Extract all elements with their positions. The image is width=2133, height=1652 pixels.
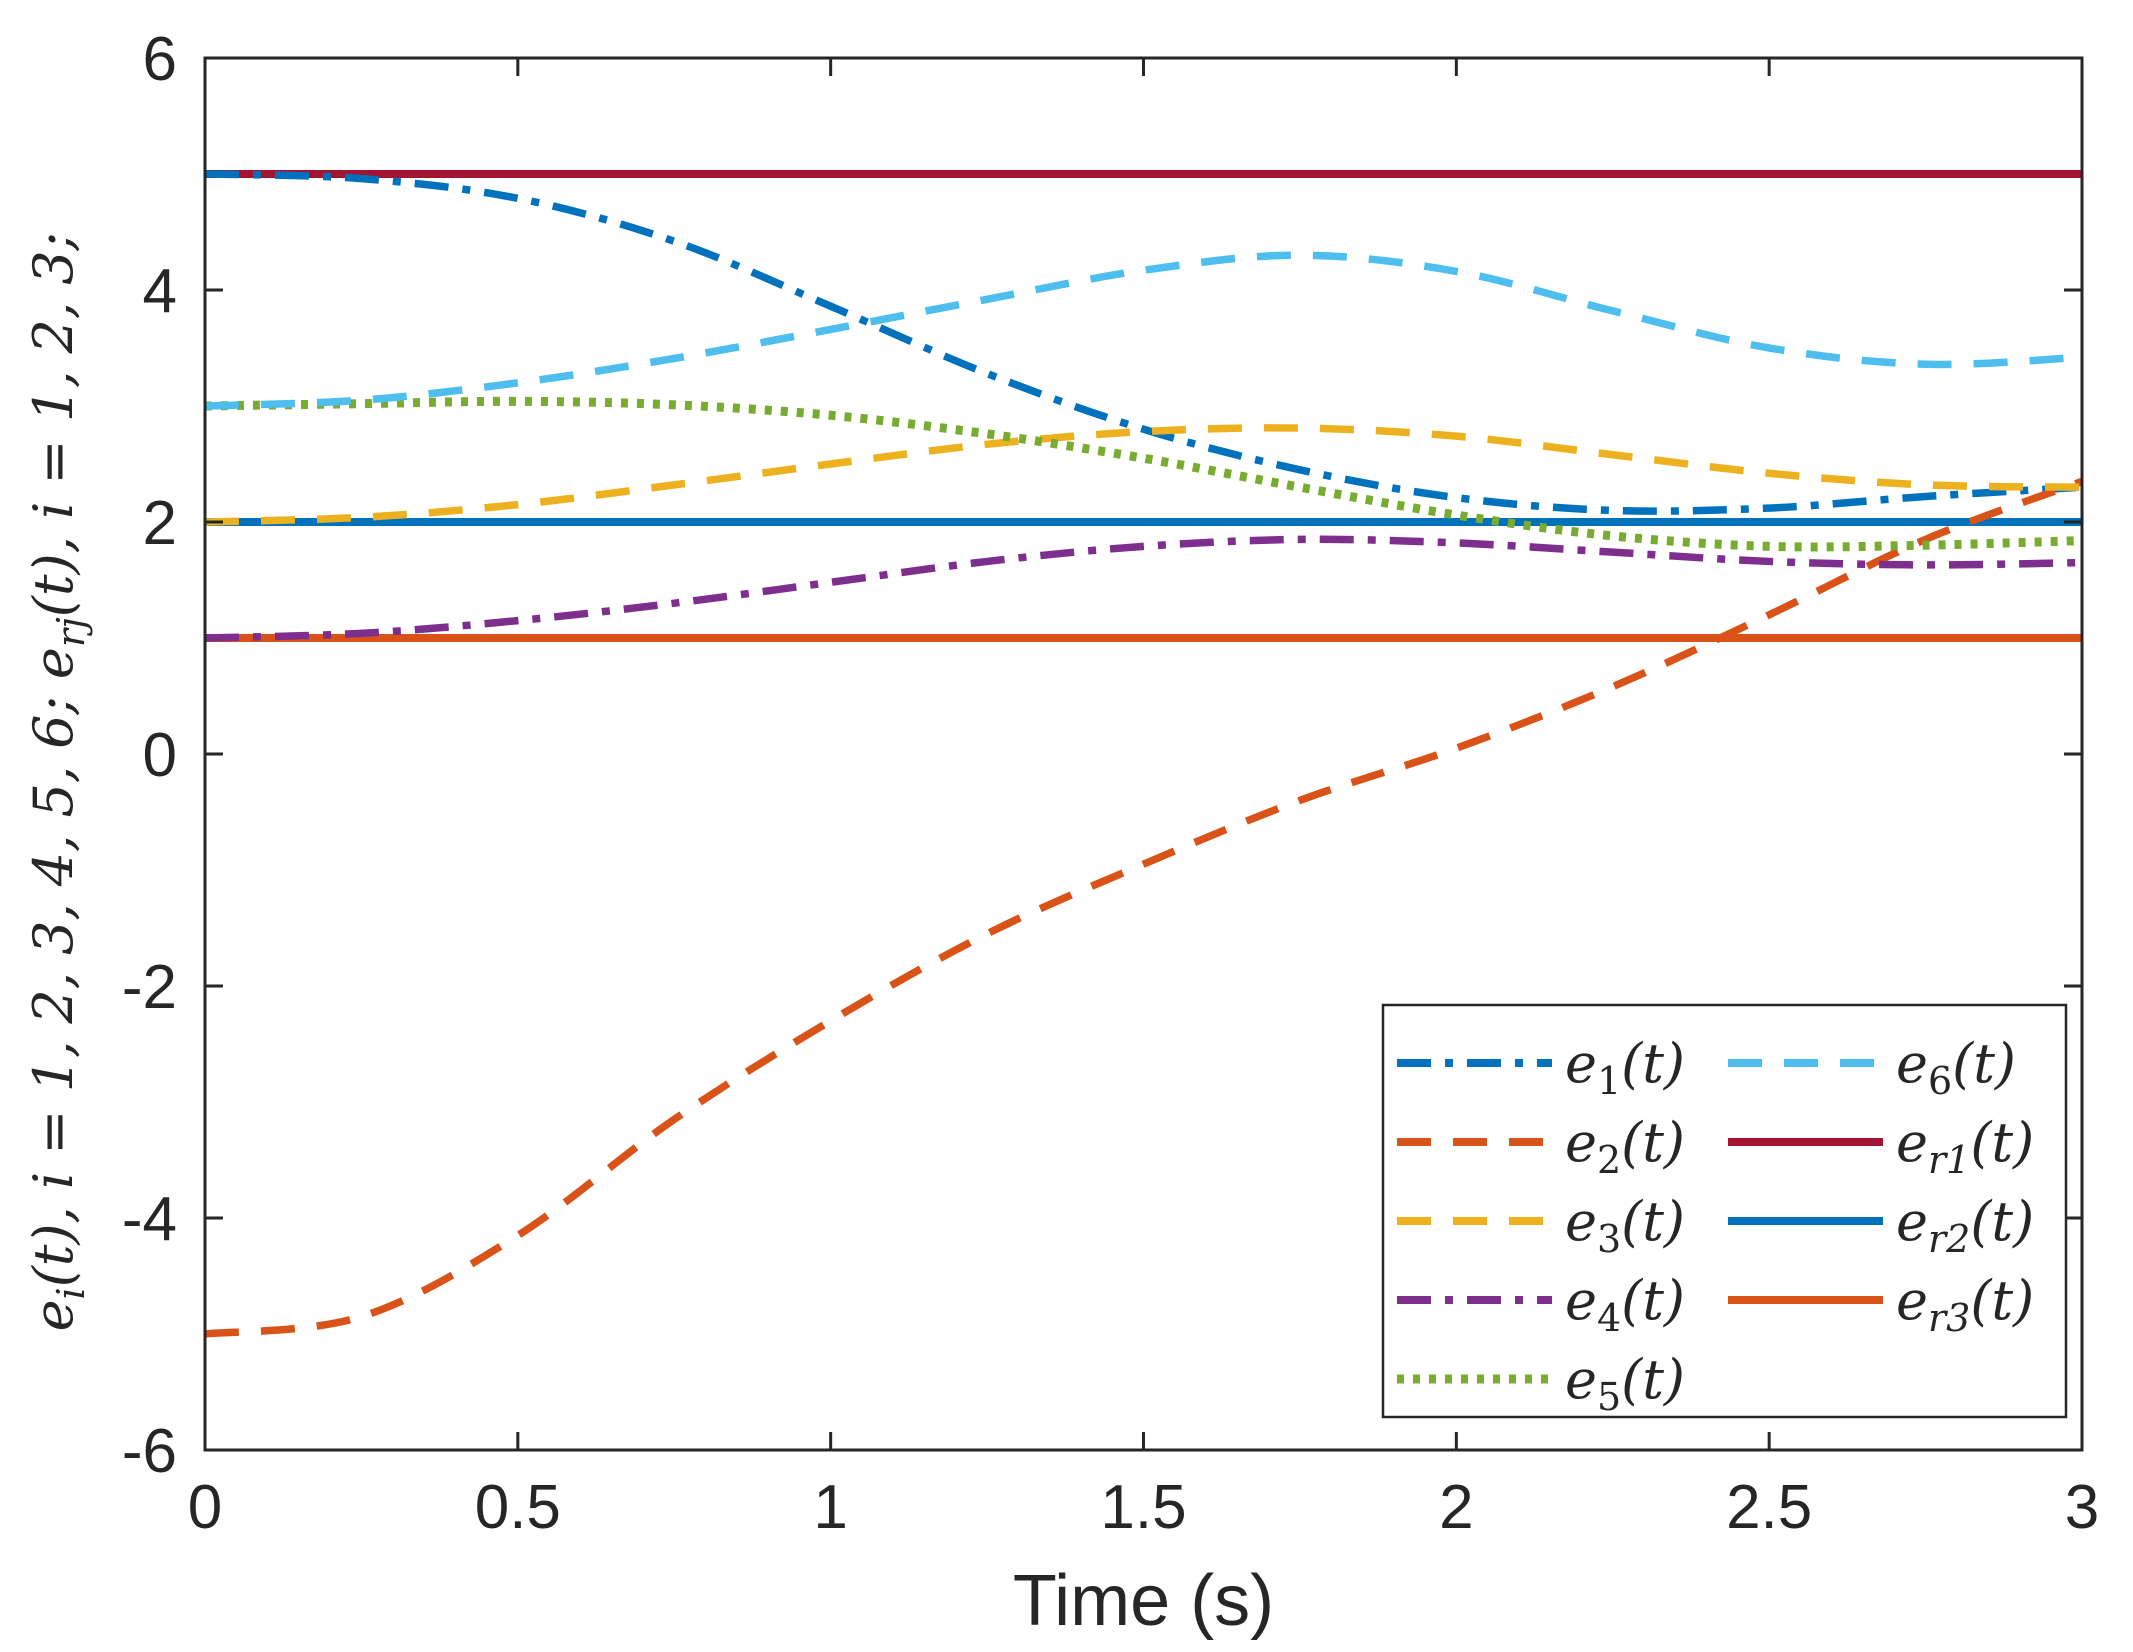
x-tick-label: 1.5 xyxy=(1100,1473,1186,1542)
y-axis-title-mid3: (t), xyxy=(22,519,85,617)
legend-label-er3t: er3(t) xyxy=(1896,1269,2034,1340)
y-axis-title-mid4: = 1, 2, 3; xyxy=(22,232,85,502)
y-axis-title-e2: e xyxy=(22,647,85,679)
legend-label-er2t: er2(t) xyxy=(1896,1190,2034,1261)
y-tick-label: 0 xyxy=(143,721,177,790)
y-tick-label: 6 xyxy=(143,25,177,94)
x-tick-label: 2 xyxy=(1439,1473,1473,1542)
y-tick-label: 2 xyxy=(143,489,177,558)
legend-items: e1(t) e2(t) e3(t) e4(t) e5(t) e6(t) er1(t) er2(… xyxy=(1397,1032,2034,1419)
legend-label-er1t: er1(t) xyxy=(1896,1111,2034,1182)
x-tick-label: 1 xyxy=(813,1473,847,1542)
y-axis-title-mid1: (t), xyxy=(22,1189,85,1287)
x-tick-label: 0.5 xyxy=(475,1473,561,1542)
y-axis-title: ei(t), i = 1, 2, 3, 4, 5, 6; erj(t), i =… xyxy=(22,232,93,1331)
series-line-e6t xyxy=(204,251,2083,410)
ticks-layer: 0 0.5 1 1.5 2 2.5 3 -6 -4 -2 0 2 4 6 xyxy=(122,25,2099,1542)
legend-label-e1t: e1(t) xyxy=(1565,1032,1685,1103)
y-tick-label: 4 xyxy=(143,257,177,326)
x-tick-label: 2.5 xyxy=(1726,1473,1812,1542)
y-axis-title-i: i xyxy=(22,1172,85,1189)
legend: e1(t) e2(t) e3(t) e4(t) e5(t) e6(t) er1(t) er2(… xyxy=(1381,1003,2068,1419)
x-tick-label: 3 xyxy=(2065,1473,2099,1542)
series-line-e3t xyxy=(204,424,2083,526)
x-axis-title: Time (s) xyxy=(1013,1561,1274,1641)
y-axis-title-mid2: = 1, 2, 3, 4, 5, 6; xyxy=(22,679,85,1172)
series-line-e5t xyxy=(204,396,2083,552)
legend-label-e2t: e2(t) xyxy=(1565,1111,1685,1182)
x-tick-label: 0 xyxy=(188,1473,222,1542)
legend-label-e3t: e3(t) xyxy=(1565,1190,1685,1261)
y-tick-label: -2 xyxy=(122,953,177,1022)
y-axis-title-sub-rj: rj xyxy=(49,617,93,647)
y-tick-label: -6 xyxy=(122,1417,177,1486)
svg-text:ei(t), i = 1, 2, 3, 4, 5, 6; e: ei(t), i = 1, 2, 3, 4, 5, 6; erj(t), i =… xyxy=(22,232,93,1331)
y-axis-title-sub-i: i xyxy=(49,1287,93,1299)
series-layer xyxy=(204,170,2084,1338)
legend-label-e4t: e4(t) xyxy=(1565,1269,1685,1340)
y-axis-title-i2: i xyxy=(22,502,85,519)
series-line-e2t xyxy=(204,477,2084,1338)
series-line-e1t xyxy=(204,170,2083,515)
series-line-e4t xyxy=(204,535,2083,642)
y-tick-label: -4 xyxy=(122,1185,177,1254)
legend-label-e5t: e5(t) xyxy=(1565,1348,1685,1419)
y-axis-title-e: e xyxy=(22,1299,85,1331)
legend-box xyxy=(1381,1003,2068,1419)
legend-label-e6t: e6(t) xyxy=(1896,1032,2016,1103)
